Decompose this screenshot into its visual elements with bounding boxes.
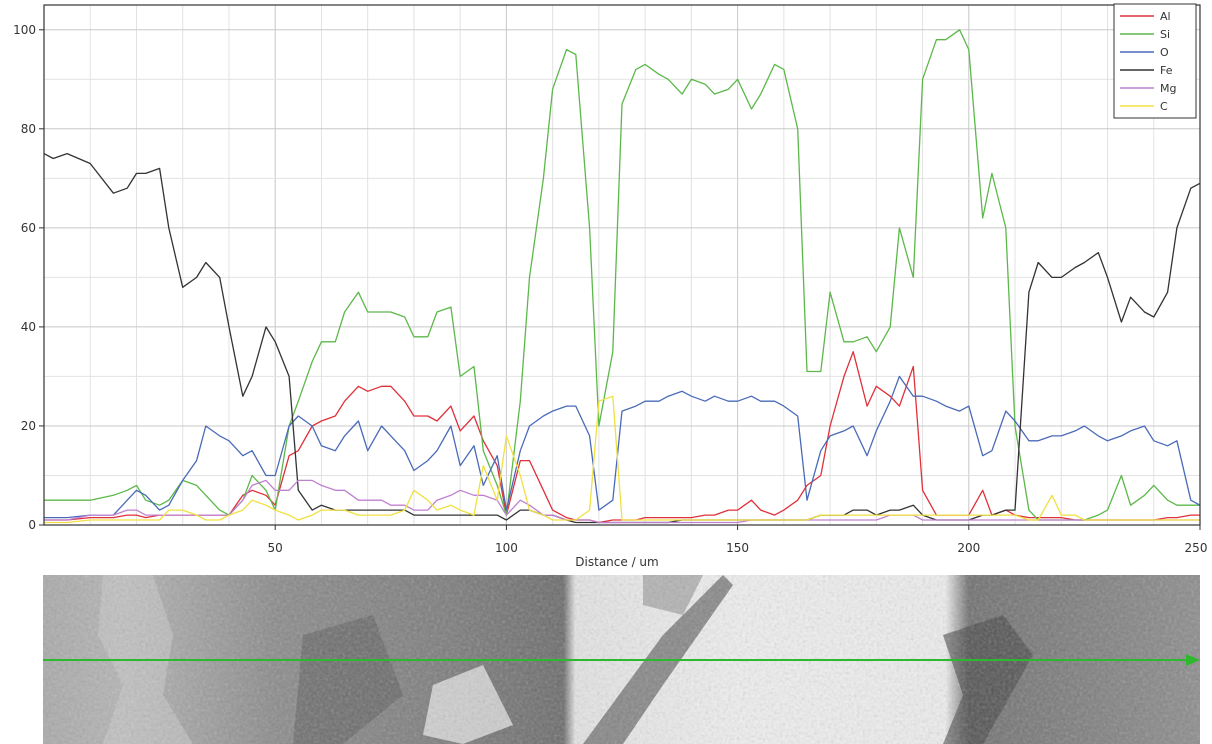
- x-tick-label: 250: [1185, 541, 1208, 555]
- x-axis-label: Distance / um: [575, 555, 658, 569]
- series-group: [43, 29, 1201, 524]
- x-tick-label: 100: [495, 541, 518, 555]
- x-tick-label: 50: [268, 541, 283, 555]
- series-line-si: [44, 29, 1200, 521]
- y-tick-label: 100: [13, 23, 36, 37]
- legend-label: Al: [1160, 10, 1171, 23]
- plot-area: [44, 5, 1200, 525]
- series-line-mg: [44, 479, 1200, 524]
- legend-label: Mg: [1160, 82, 1176, 95]
- legend-box: [1113, 3, 1197, 119]
- series-line-o: [44, 375, 1201, 519]
- x-axis: 50 100 150 200 250: [268, 525, 1208, 555]
- legend-label: C: [1160, 100, 1168, 113]
- y-tick-label: 60: [21, 221, 36, 235]
- line-chart: 50 100 150 200 250 0 20 40 60 80 100 Distance / u…: [13, 3, 1208, 569]
- x-tick-label: 150: [726, 541, 749, 555]
- scan-line-arrow: [1186, 654, 1200, 666]
- series-line-c: [44, 395, 1200, 524]
- y-tick-label: 40: [21, 320, 36, 334]
- y-tick-label: 0: [28, 518, 36, 532]
- plot-frame: [43, 4, 1201, 526]
- legend-label: Fe: [1160, 64, 1173, 77]
- y-axis: 0 20 40 60 80 100: [13, 23, 44, 532]
- y-tick-label: 80: [21, 122, 36, 136]
- y-tick-label: 20: [21, 419, 36, 433]
- legend-label: O: [1160, 46, 1169, 59]
- x-tick-label: 200: [957, 541, 980, 555]
- sem-micrograph: [43, 575, 1200, 744]
- grid: [44, 5, 1200, 525]
- legend: Al Si O Fe Mg C: [1113, 3, 1197, 119]
- legend-label: Si: [1160, 28, 1170, 41]
